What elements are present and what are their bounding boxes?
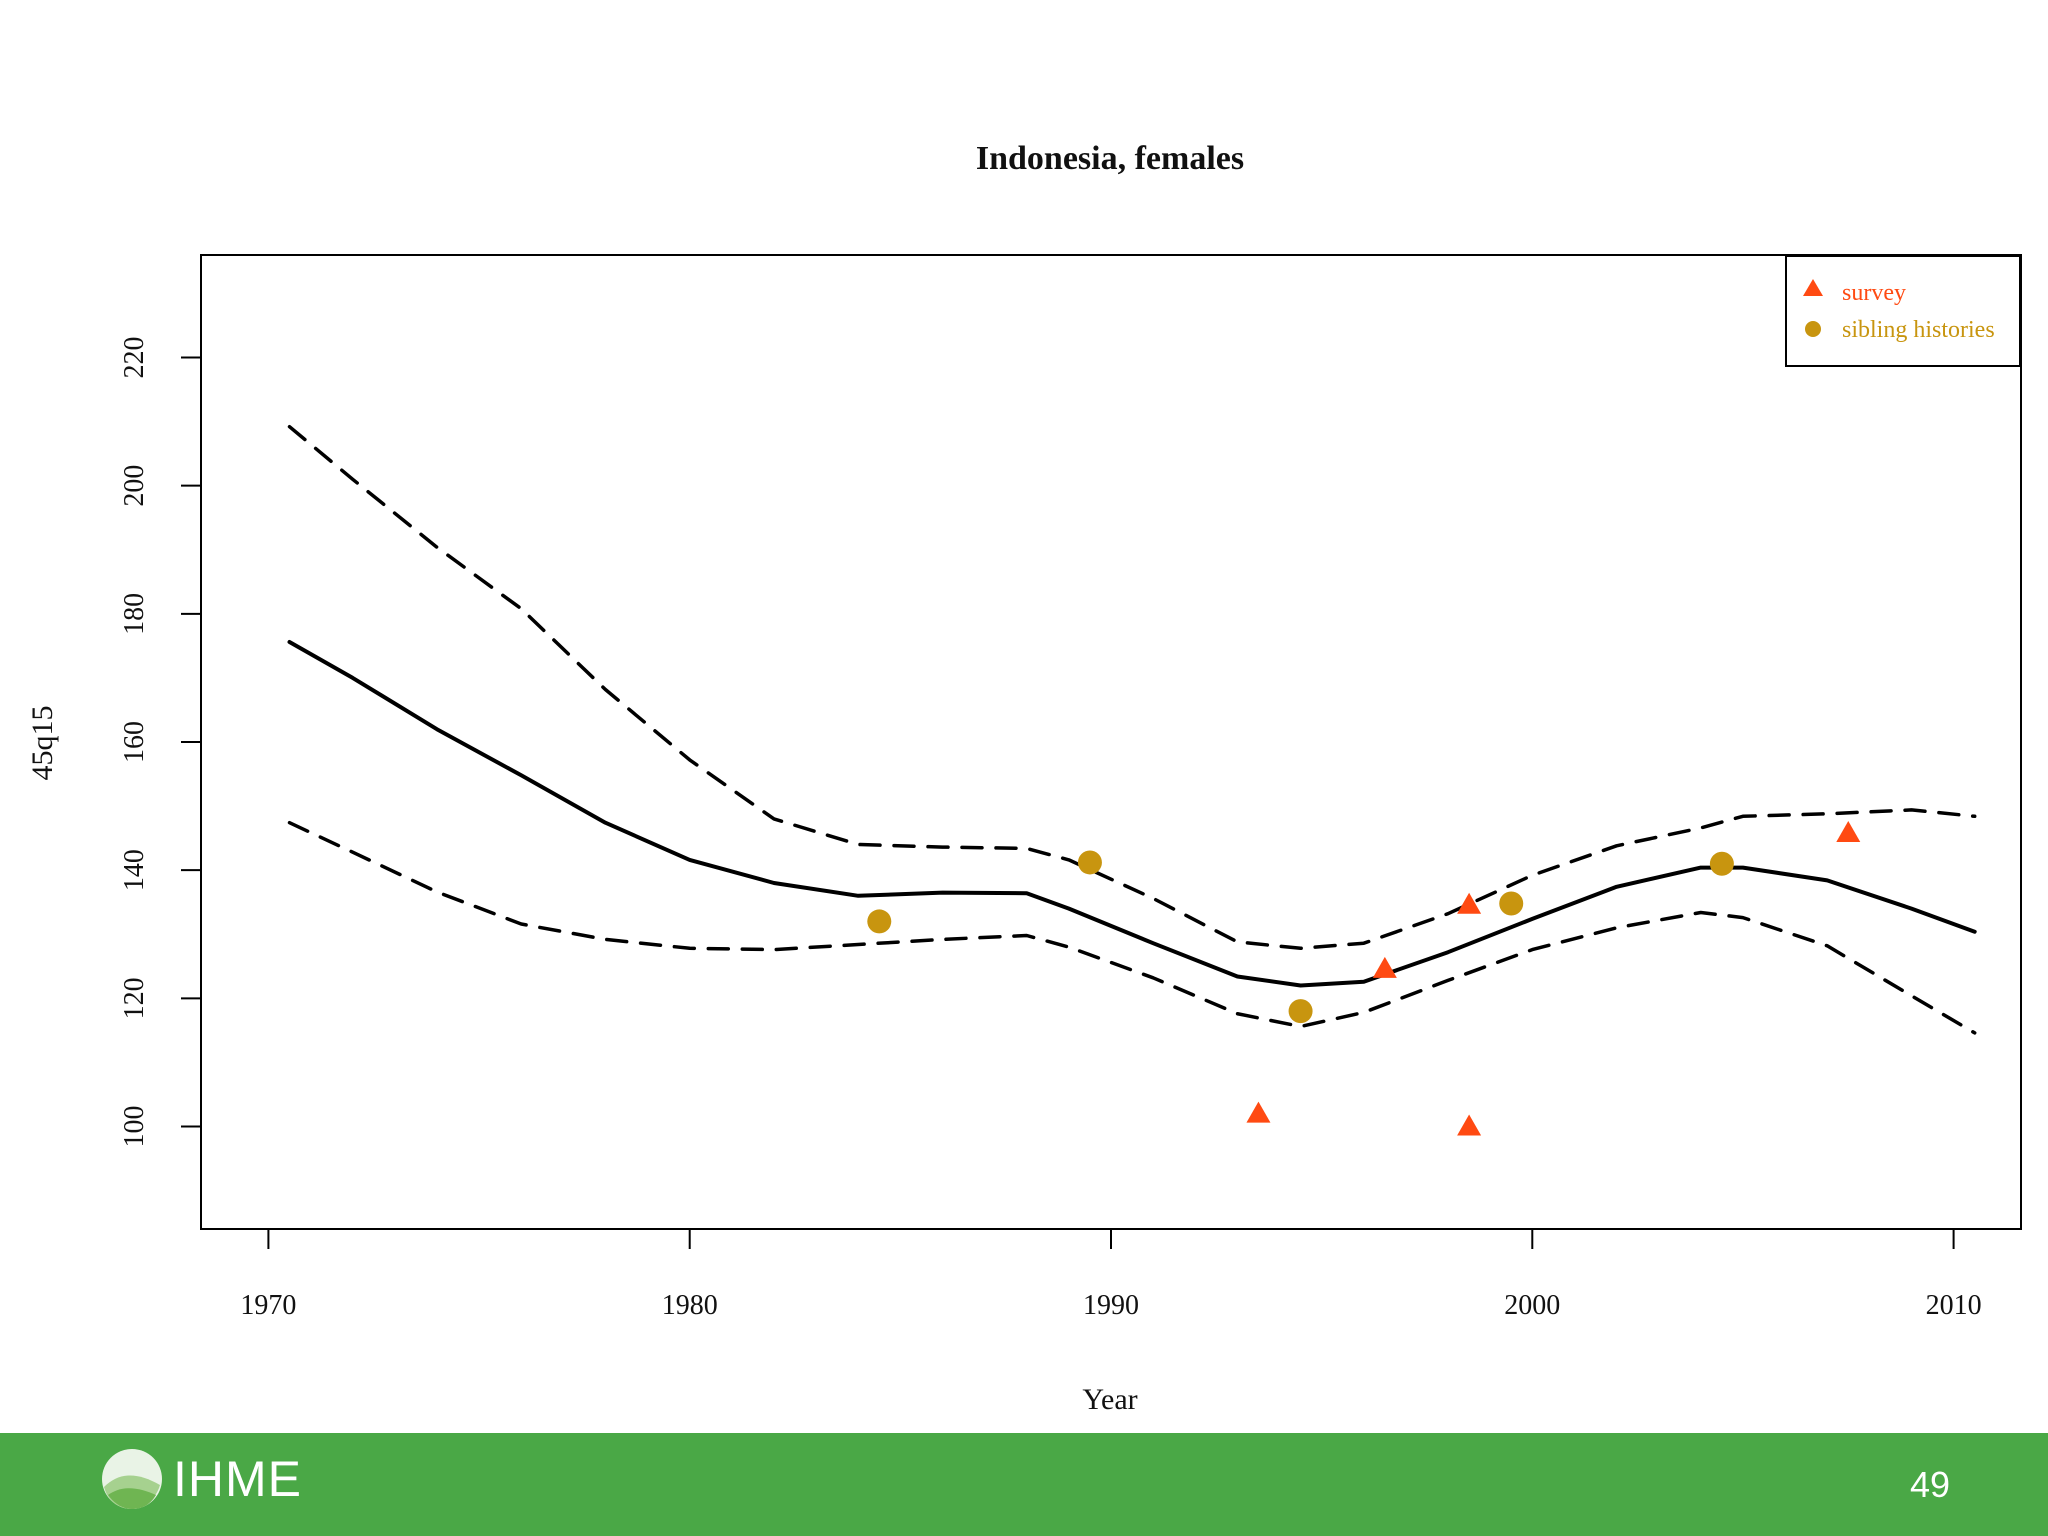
y-tick-label-220: 220 <box>119 337 150 379</box>
legend: survey sibling histories <box>1785 255 2021 367</box>
y-tick-label-100: 100 <box>119 1105 150 1147</box>
ihme-logo-icon <box>102 1449 162 1509</box>
chart: Indonesia, females 1970 1980 1990 2000 20101… <box>26 140 2022 1416</box>
y-tick-label-160: 160 <box>119 721 150 763</box>
sibling-histories-point <box>1077 850 1102 875</box>
survey-point <box>1457 892 1482 914</box>
chart-title: Indonesia, females <box>976 140 1244 177</box>
x-axis-label: Year <box>1082 1383 1137 1416</box>
y-tick-label-200: 200 <box>119 465 150 507</box>
x-tick-label-1970: 1970 <box>240 1290 296 1321</box>
legend-sibling-marker <box>1805 321 1821 337</box>
plot-frame <box>200 254 2022 1230</box>
legend-survey-label: survey <box>1842 280 1906 306</box>
lower-bound-line <box>287 820 1977 1035</box>
logo-text: IHME <box>173 1451 302 1507</box>
sibling-histories-point <box>867 909 892 934</box>
survey-point <box>1372 956 1397 978</box>
survey-point <box>1457 1114 1482 1136</box>
y-tick-label-120: 120 <box>119 977 150 1019</box>
y-axis-label: 45q15 <box>26 706 59 781</box>
x-tick-label-2000: 2000 <box>1504 1290 1560 1321</box>
survey-point <box>1836 820 1861 842</box>
legend-sibling-label: sibling histories <box>1842 317 1995 343</box>
x-tick-label-1990: 1990 <box>1083 1290 1139 1321</box>
footer-bar: IHME 49 <box>0 1433 2048 1536</box>
y-tick-label-180: 180 <box>119 593 150 635</box>
estimate-line <box>287 640 1977 988</box>
upper-bound-line <box>287 424 1977 951</box>
legend-survey-marker <box>1803 279 1823 296</box>
y-tick-label-140: 140 <box>119 849 150 891</box>
sibling-histories-point <box>1499 891 1524 916</box>
page-number: 49 <box>1909 1464 1951 1505</box>
plot-area: 1970 1980 1990 2000 2010 100 120 140 160 180 200 22… <box>119 254 2022 1321</box>
survey-point <box>1246 1101 1271 1123</box>
legend-box <box>1785 255 2021 367</box>
x-tick-label-2010: 2010 <box>1926 1290 1982 1321</box>
sibling-histories-point <box>1709 851 1734 876</box>
x-tick-label-1980: 1980 <box>662 1290 718 1321</box>
sibling-histories-point <box>1288 999 1313 1024</box>
